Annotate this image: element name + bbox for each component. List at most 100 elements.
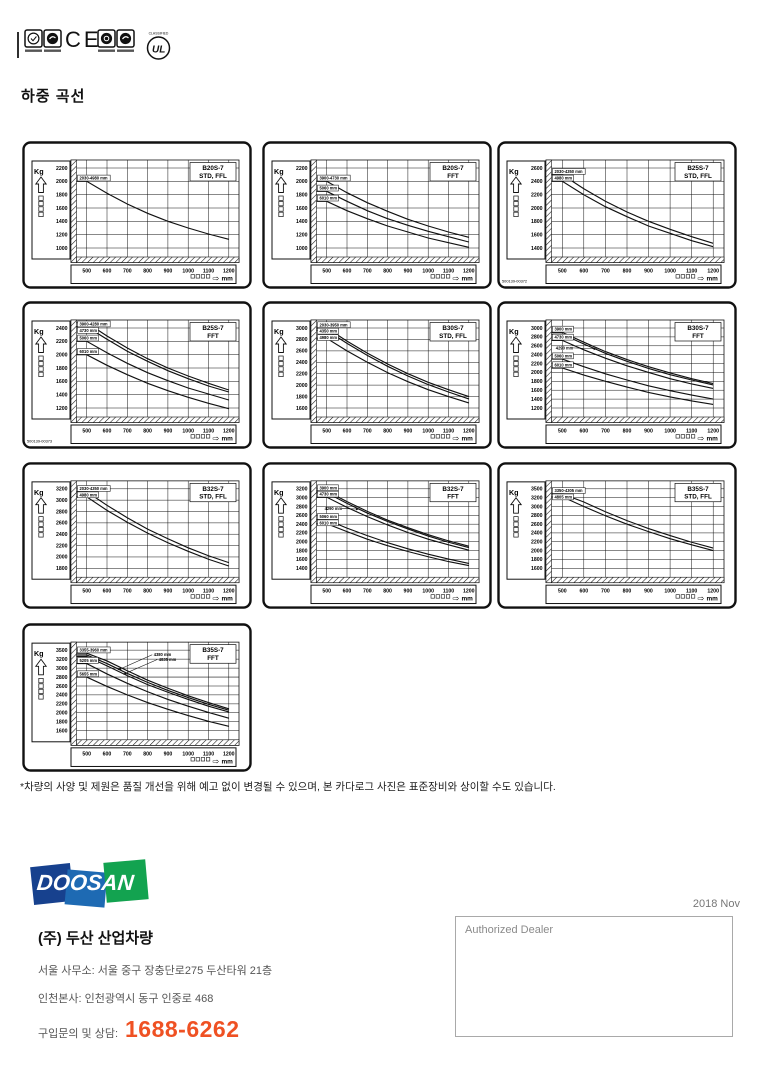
curve-labels: 2030-4350 mm 4980 mm: [552, 168, 586, 182]
svg-text:2800: 2800: [296, 504, 308, 510]
svg-text:2400: 2400: [296, 522, 308, 528]
svg-text:CE: CE: [65, 27, 102, 52]
svg-text:2400: 2400: [531, 531, 543, 537]
iso-cert-icon: [24, 29, 62, 52]
page-title: 하중 곡선: [21, 88, 86, 105]
svg-text:1200: 1200: [707, 589, 719, 595]
x-axis: 500 600 700 800 900 1000 1100 1200⇨ mm: [310, 424, 477, 444]
svg-text:mm: mm: [222, 436, 234, 443]
svg-text:mm: mm: [221, 759, 233, 766]
chart-model: B20S-7: [202, 165, 224, 172]
svg-text:⇨: ⇨: [698, 434, 705, 443]
svg-text:700: 700: [123, 751, 132, 757]
x-axis: 500 600 700 800 900 1000 1100 1200⇨ mm: [545, 424, 722, 444]
svg-text:1100: 1100: [203, 429, 214, 435]
svg-text:500: 500: [82, 269, 91, 275]
chart-variant: STD, FFL: [684, 494, 712, 501]
svg-text:2600: 2600: [531, 344, 543, 350]
svg-text:700: 700: [601, 269, 610, 275]
company-name: (주) 두산 산업차량: [38, 930, 153, 947]
svg-text:1400: 1400: [56, 393, 68, 399]
load-chart-svg: Kg 2200200018001600140012001000B20S-7STD,…: [22, 141, 252, 289]
svg-text:900: 900: [164, 269, 173, 275]
svg-text:Kg: Kg: [34, 489, 44, 497]
svg-text:⇨: ⇨: [698, 274, 705, 283]
svg-text:⇨: ⇨: [453, 434, 460, 443]
chart-variant: FFT: [447, 494, 459, 501]
svg-text:5060 mm: 5060 mm: [80, 336, 98, 341]
load-chart-B25S-7-STDFFL: Kg 2600 2400 2200 2000 1800 1600 1400 B25S-7 STD,…: [497, 141, 737, 289]
svg-text:mm: mm: [462, 436, 474, 443]
svg-text:3900 mm: 3900 mm: [320, 485, 338, 490]
load-chart-svg: Kg 2600240022002000180016001400B25S-7STD,…: [497, 141, 737, 289]
svg-text:⇨: ⇨: [213, 434, 220, 443]
svg-text:2800: 2800: [531, 513, 543, 519]
svg-text:mm: mm: [222, 596, 234, 603]
x-axis: 500 600 700 800 900 1000 1100 1200⇨ mm: [545, 584, 722, 605]
svg-text:1800: 1800: [296, 548, 308, 554]
doc-number: 500139-00372: [502, 279, 527, 284]
svg-text:1800: 1800: [56, 720, 68, 726]
svg-text:5060 mm: 5060 mm: [555, 353, 573, 358]
svg-text:1600: 1600: [531, 233, 543, 239]
svg-text:1800: 1800: [56, 566, 68, 572]
scan-artifact: [17, 32, 19, 58]
contact-label: 구입문의 및 상담:: [38, 1028, 119, 1040]
authorized-dealer-box: Authorized Dealer: [455, 916, 733, 1037]
svg-text:600: 600: [103, 751, 112, 757]
svg-text:1200: 1200: [223, 429, 235, 435]
svg-text:2400: 2400: [531, 353, 543, 359]
svg-text:mm: mm: [707, 436, 719, 443]
grid: [76, 642, 239, 740]
svg-text:2200: 2200: [56, 702, 68, 708]
svg-text:700: 700: [363, 589, 372, 595]
svg-text:4835 mm: 4835 mm: [159, 657, 177, 662]
catalog-date: 2018 Nov: [692, 898, 740, 910]
svg-text:1600: 1600: [296, 557, 308, 563]
svg-text:2030-4350 mm: 2030-4350 mm: [555, 169, 583, 174]
svg-text:4290 mm: 4290 mm: [556, 345, 574, 350]
svg-text:Kg: Kg: [509, 489, 519, 497]
svg-text:800: 800: [143, 429, 152, 435]
svg-text:1100: 1100: [203, 269, 214, 275]
y-axis: Kg 3200 3000 2800 2600 2400 2200 2000 1800: [31, 481, 71, 580]
svg-text:1600: 1600: [531, 388, 543, 394]
svg-text:2200: 2200: [56, 543, 68, 549]
svg-text:6010 mm: 6010 mm: [555, 362, 573, 367]
footnote: *차량의 사양 및 제원은 품질 개선을 위해 예고 없이 변경될 수 있으며,…: [20, 781, 556, 793]
svg-text:2800: 2800: [56, 509, 68, 515]
svg-text:600: 600: [343, 269, 352, 275]
svg-text:2030-3950 mm: 2030-3950 mm: [320, 322, 348, 327]
load-chart-svg: Kg 3000 2800 2600 2400 2200 2000 1800 1600 1400 12…: [497, 301, 737, 449]
svg-text:1100: 1100: [443, 269, 454, 275]
svg-text:4350 mm: 4350 mm: [320, 329, 338, 334]
svg-text:⇨: ⇨: [453, 594, 460, 603]
svg-text:1200: 1200: [296, 233, 308, 239]
svg-text:⇨: ⇨: [213, 594, 220, 603]
svg-text:3355-3960 mm: 3355-3960 mm: [80, 647, 108, 652]
x-axis: 500 600 700 800 900 1000 1100 1200⇨ mm: [545, 264, 722, 284]
load-chart-B20S-7-STDFFL: Kg 2200 2000 1800 1600 1400 1200 1000 B20S-7 STD,…: [22, 141, 252, 289]
svg-text:600: 600: [579, 429, 588, 435]
svg-text:4730 mm: 4730 mm: [320, 492, 338, 497]
svg-text:3000: 3000: [56, 498, 68, 504]
svg-text:1100: 1100: [443, 589, 454, 595]
svg-text:1100: 1100: [203, 751, 214, 757]
chart-model: B32S-7: [202, 486, 224, 493]
svg-text:700: 700: [601, 429, 610, 435]
svg-text:5060 mm: 5060 mm: [320, 514, 338, 519]
svg-text:1000: 1000: [182, 589, 194, 595]
load-chart-B20S-7-FFT: Kg 2200 2000 1800 1600 1400 1200 1000 B20S-7 FFT 3…: [262, 141, 492, 289]
svg-text:2000: 2000: [56, 353, 68, 359]
svg-text:CLASSIFIED: CLASSIFIED: [149, 32, 169, 36]
svg-text:3000: 3000: [296, 495, 308, 501]
svg-text:2000: 2000: [296, 179, 308, 185]
load-chart-B32S-7-STDFFL: Kg 3200 3000 2800 2600 2400 2200 2000 1800 B32S-7…: [22, 462, 252, 609]
svg-text:1600: 1600: [56, 379, 68, 385]
svg-text:⇨: ⇨: [212, 757, 219, 766]
